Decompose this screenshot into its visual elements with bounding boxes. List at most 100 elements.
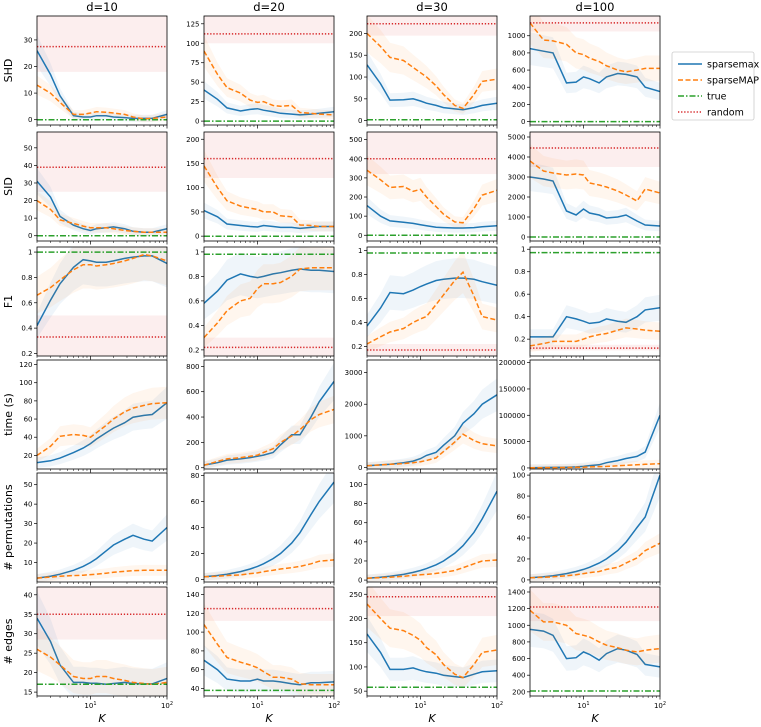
series-ci-band [367, 425, 497, 469]
y-tick-label: 4000 [508, 154, 526, 162]
series-ci-band [530, 162, 660, 232]
series-line-sparseMAP [367, 169, 497, 224]
series-ci-band [37, 247, 167, 314]
y-tick-label: 40 [24, 434, 33, 442]
series-ci-band [530, 589, 660, 666]
subplot: 0 25 50 75 100 125 [186, 15, 335, 129]
series-line-sparseMAP [530, 327, 660, 347]
legend-label-sparsemax: sparsemax [707, 60, 760, 71]
y-tick-label: 50 [191, 79, 200, 87]
series-line-sparsemax [530, 628, 660, 668]
y-tick-label: 0 [521, 234, 525, 242]
x-axis-label: K [265, 712, 273, 725]
series-line-sparsemax [204, 209, 334, 230]
random-band [530, 16, 660, 32]
series-ci-band [204, 247, 334, 348]
y-tick-label: 0.4 [514, 313, 526, 321]
series-ci-band [37, 627, 167, 696]
axes-frame [203, 131, 335, 242]
y-tick-label: 1000 [508, 622, 526, 630]
series-ci-band [367, 155, 497, 229]
series-ci-band [37, 564, 167, 582]
series-line-sparseMAP [530, 609, 660, 653]
y-tick-label: 0 [521, 464, 525, 472]
series-ci-band [204, 553, 334, 581]
axes-frame [529, 359, 661, 470]
series-ci-band [530, 611, 660, 678]
y-tick-label: 60 [354, 519, 363, 527]
x-tick-label: 102 [654, 701, 666, 710]
subplot: 0 20 40 60 80 [191, 472, 335, 586]
legend-frame [671, 51, 755, 121]
y-tick-label: 100 [349, 74, 362, 82]
y-tick-label: 0 [28, 232, 32, 240]
x-tick-label: 102 [328, 701, 340, 710]
y-tick-label: 0 [195, 118, 199, 126]
random-band [530, 587, 660, 622]
series-line-sparsemax [37, 402, 167, 464]
y-tick-label: 1 [358, 247, 362, 255]
y-tick-label: 50 [24, 481, 33, 489]
series-line-sparseMAP [204, 559, 334, 578]
axes-frame [366, 131, 498, 242]
x-tick-label: 102 [161, 701, 173, 710]
y-tick-label: 0.2 [188, 346, 199, 354]
x-tick-label: 101 [577, 701, 589, 710]
x-axis-label: K [591, 712, 599, 725]
series-line-sparseMAP [367, 270, 497, 345]
series-ci-band [204, 247, 334, 320]
y-tick-label: 0.4 [351, 319, 363, 327]
y-tick-label: 80 [517, 493, 526, 501]
series-line-sparsemax [37, 526, 167, 579]
y-tick-label: 20 [517, 555, 526, 563]
y-tick-label: 200 [512, 101, 525, 109]
axes-frame [36, 472, 168, 583]
series-ci-band [204, 35, 334, 120]
y-tick-label: 50 [191, 208, 200, 216]
series-line-sparseMAP [367, 433, 497, 467]
y-tick-label: 60 [191, 498, 200, 506]
column-title: d=30 [416, 0, 448, 14]
y-tick-label: 100 [349, 481, 362, 489]
random-band [37, 132, 167, 192]
subplot: 50 100 150 200 250 101 102 [349, 586, 503, 710]
y-tick-label: 150 [349, 52, 362, 60]
axes-frame [366, 472, 498, 583]
y-tick-label: 0.2 [21, 350, 32, 358]
random-band [204, 132, 334, 179]
axes-frame [36, 131, 168, 242]
column-title: d=100 [576, 0, 615, 14]
series-line-sparseMAP [204, 267, 334, 339]
series-ci-band [204, 645, 334, 696]
series-line-sparseMAP [367, 603, 497, 679]
y-tick-label: 40 [24, 162, 33, 170]
y-tick-label: 0 [195, 576, 199, 584]
y-axis-label: SHD [2, 59, 15, 83]
y-tick-label: 80 [354, 500, 363, 508]
y-axis-label: time (s) [2, 393, 15, 436]
y-tick-label: 0.4 [21, 325, 33, 333]
series-ci-band [204, 603, 334, 696]
axes-frame [366, 586, 498, 697]
axes-frame [529, 131, 661, 242]
series-line-sparsemax [367, 277, 497, 327]
series-line-sparseMAP [530, 542, 660, 579]
y-tick-label: 800 [512, 49, 525, 57]
y-tick-label: 0 [28, 116, 32, 124]
series-ci-band [204, 150, 334, 232]
y-tick-label: 10 [24, 559, 33, 567]
y-tick-label: 300 [349, 174, 362, 182]
random-band [37, 16, 167, 72]
x-tick-label: 102 [491, 701, 503, 710]
series-line-sparsemax [204, 268, 334, 304]
y-tick-label: 200 [186, 136, 199, 144]
y-tick-label: 40 [354, 538, 363, 546]
series-ci-band [37, 386, 167, 462]
x-tick-label: 101 [414, 701, 426, 710]
series-ci-band [530, 16, 660, 84]
subplot: 0.2 0.4 0.6 0.8 1 [351, 246, 498, 360]
y-tick-label: 15 [24, 689, 33, 697]
series-ci-band [367, 587, 497, 688]
y-tick-label: 0 [358, 464, 362, 472]
random-band [367, 587, 497, 617]
